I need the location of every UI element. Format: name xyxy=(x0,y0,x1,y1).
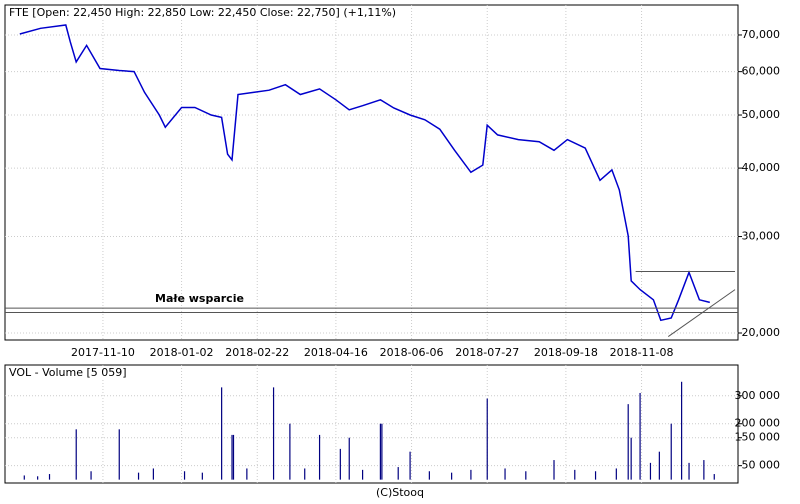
volume-bar xyxy=(37,476,39,480)
y-tick-label: 300 000 xyxy=(735,389,781,402)
panel-title: FTE [Open: 22,450 High: 22,850 Low: 22,4… xyxy=(9,6,396,19)
volume-bar xyxy=(23,475,25,480)
y-tick-label: 40,000 xyxy=(742,161,781,174)
support-label: Małe wsparcie xyxy=(155,292,244,305)
price-line xyxy=(19,24,710,322)
volume-bar xyxy=(574,469,576,480)
volume-bar xyxy=(318,434,321,480)
volume-bar xyxy=(627,404,629,480)
x-tick-label: 2018-06-06 xyxy=(380,346,444,359)
volume-bar xyxy=(183,471,186,480)
y-tick-label: 20,000 xyxy=(742,326,781,339)
volume-bar xyxy=(639,392,641,480)
trend-line xyxy=(667,289,736,338)
volume-bar xyxy=(272,387,275,480)
volume-bar xyxy=(615,468,617,480)
volume-bar xyxy=(703,460,705,480)
volume-bar xyxy=(232,434,235,480)
y-tick-label: 70,000 xyxy=(742,28,781,41)
title-background xyxy=(7,6,399,19)
volume-bar xyxy=(525,471,527,480)
volume-bar xyxy=(90,471,92,480)
volume-bar xyxy=(409,451,411,480)
volume-bar xyxy=(681,381,683,480)
volume-bar xyxy=(630,437,632,480)
x-tick-label: 2018-11-08 xyxy=(610,346,674,359)
y-tick-label: 50 000 xyxy=(742,459,781,472)
volume-bar xyxy=(118,429,120,480)
volume-bar xyxy=(246,468,248,480)
volume-bar xyxy=(221,387,223,480)
volume-bar xyxy=(594,471,597,480)
volume-bar xyxy=(152,468,154,480)
y-tick-label: 150 000 xyxy=(735,431,781,444)
volume-bar xyxy=(470,469,472,480)
title-background xyxy=(7,366,129,379)
volume-bar xyxy=(379,423,382,480)
volume-bar xyxy=(75,429,77,480)
y-tick-label: 30,000 xyxy=(742,230,781,243)
volume-bar xyxy=(486,398,488,480)
volume-bar xyxy=(688,462,690,480)
volume-bar xyxy=(397,467,399,480)
x-tick-label: 2018-02-22 xyxy=(225,346,289,359)
volume-bar xyxy=(504,468,506,480)
y-tick-label: 50,000 xyxy=(742,108,781,121)
y-tick-label: 200 000 xyxy=(735,417,781,430)
volume-bar xyxy=(361,469,364,480)
volume-bar xyxy=(428,471,430,480)
x-tick-label: 2018-09-18 xyxy=(534,346,598,359)
plot-frame xyxy=(4,4,739,341)
volume-bar xyxy=(201,472,203,480)
volume-bar xyxy=(48,474,51,480)
volume-bar xyxy=(670,423,672,480)
volume-bar xyxy=(451,472,453,480)
volume-bar xyxy=(231,434,233,480)
volume-bar xyxy=(304,468,306,480)
volume-bar xyxy=(348,437,350,480)
y-tick-label: 60,000 xyxy=(742,65,781,78)
x-tick-label: 2018-07-27 xyxy=(455,346,519,359)
volume-bar xyxy=(339,448,341,480)
volume-bar xyxy=(137,472,140,480)
volume-bar xyxy=(553,460,555,480)
volume-bar xyxy=(289,423,291,480)
panel-title: VOL - Volume [5 059] xyxy=(9,366,127,379)
volume-bar xyxy=(658,451,660,480)
x-tick-label: 2018-04-16 xyxy=(304,346,368,359)
footer: (C)Stooq xyxy=(376,486,424,499)
volume-bar xyxy=(713,474,715,480)
x-tick-label: 2018-01-02 xyxy=(150,346,214,359)
volume-bar xyxy=(649,462,652,480)
x-tick-label: 2017-11-10 xyxy=(71,346,135,359)
volume-bar xyxy=(381,423,383,480)
